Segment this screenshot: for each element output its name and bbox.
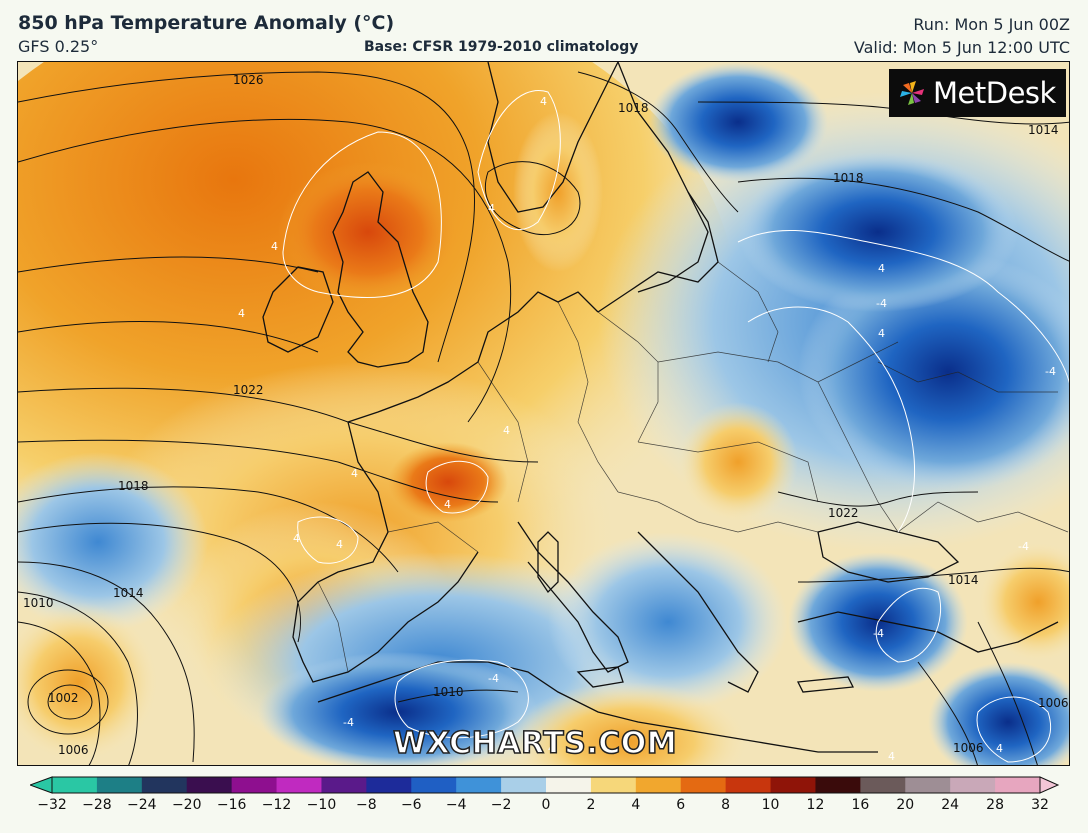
colorbar-segment [860,777,906,793]
isobar-label: 1014 [1028,123,1059,137]
metdesk-logo: MetDesk [889,69,1066,117]
chart-title: 850 hPa Temperature Anomaly (°C) [18,12,395,34]
anomaly-label: 4 [238,307,245,320]
colorbar-tick-label: −28 [82,797,112,813]
colorbar-arrow-right [1039,776,1060,794]
colorbar-tick-label: 12 [806,797,825,813]
isobar-label: 1006 [58,743,89,757]
colorbar-tick-label: −32 [37,797,67,813]
colorbar-tick-label: −10 [306,797,337,813]
isobar-label: 1018 [118,479,149,493]
colorbar-tick-label: −8 [356,797,377,813]
anomaly-contours [282,90,1069,763]
colorbar-segment [590,777,637,793]
colorbar-segment [680,777,727,793]
anomaly-label: 4 [351,467,358,480]
anomaly-label: 4 [878,262,885,275]
colorbar-segment [276,777,322,793]
isobar-label: 1022 [233,383,264,397]
anomaly-label: 4 [996,742,1003,755]
watermark: WXCHARTS.COM [392,725,678,762]
colorbar-segment [366,777,412,793]
isobar-label: 1014 [113,586,144,600]
anomaly-label: 4 [888,750,895,763]
isobar-label: 1002 [48,691,79,705]
anomaly-label: 4 [548,742,555,755]
colorbar-tick-label: −24 [127,797,157,813]
isobar-label: 1018 [833,171,864,185]
colorbar-segment [770,777,816,793]
isobar-labels: 1026 1018 1014 1018 1022 1018 1014 1010 … [23,73,1069,757]
color-scale-bar [30,776,1060,794]
colorbar-tick-label: 8 [721,797,731,813]
colorbar-segment [186,777,233,793]
isobar-label: 1006 [1038,696,1069,710]
climatology-base: Base: CFSR 1979-2010 climatology [364,39,639,55]
anomaly-label: -4 [488,672,499,685]
anomaly-label: -4 [1018,540,1029,553]
colorbar-segment [501,777,547,793]
isobar-label: 1010 [433,685,464,699]
run-time: Run: Mon 5 Jun 00Z [913,15,1070,34]
colorbar-arrow-left [30,776,53,794]
colorbar-tick-label: 0 [541,797,551,813]
colorbar-segment [321,777,367,793]
anomaly-label: 4 [503,424,510,437]
colorbar-segment [546,777,592,793]
anomaly-labels: 4 4 4 4 4 4 4 4 4 4 -4 -4 -4 4 4 -4 4 4 … [238,95,1056,763]
anomaly-label: -4 [1045,365,1056,378]
isobar-label: 1006 [953,741,984,755]
colorbar-tick-label: −2 [490,797,512,813]
colorbar-segment [96,777,143,793]
colorbar-tick-label: 10 [761,797,780,813]
isobar-label: 1022 [828,506,859,520]
pinwheel-icon [900,81,924,105]
colorbar-tick-label: 16 [851,797,870,813]
anomaly-label: 4 [540,95,547,108]
isobar-label: 1010 [23,596,54,610]
isobar-label: 1018 [618,101,649,115]
colorbar-tick-label: 6 [676,797,686,813]
colorbar-tick-label: 32 [1031,797,1049,813]
colorbar-segment [141,777,188,793]
colorbar-segment [995,777,1041,793]
colorbar-segment [635,777,682,793]
colorbar-tick-label: −12 [261,797,292,813]
colorbar-tick-label: 20 [896,797,915,813]
colorbar-tick-label: −6 [400,797,422,813]
isobar-label: 1014 [948,573,979,587]
anomaly-map[interactable]: 1026 1018 1014 1018 1022 1018 1014 1010 … [17,61,1070,766]
isobars [18,71,1069,765]
colorbar-segment [950,777,996,793]
map-canvas: 1026 1018 1014 1018 1022 1018 1014 1010 … [18,62,1069,765]
anomaly-label: 4 [271,240,278,253]
colorbar-tick-label: 28 [986,797,1004,813]
coastlines [262,62,1059,753]
colorbar-segment [52,777,98,793]
colorbar-tick-label: 2 [586,797,596,813]
colorbar-segment [905,777,951,793]
colorbar-segment [411,777,457,793]
anomaly-label: 4 [444,498,451,511]
valid-time: Valid: Mon 5 Jun 12:00 UTC [853,38,1070,57]
anomaly-label: -4 [876,297,887,310]
isobar-label: 1026 [233,73,264,87]
anomaly-label: 4 [878,327,885,340]
anomaly-label: 4 [488,202,495,215]
colorbar-segment [456,777,502,793]
colorbar-tick-label: −4 [445,797,467,813]
anomaly-label: 4 [293,532,300,545]
logo-text: MetDesk [933,76,1056,110]
colorbar-tick-label: −16 [216,797,247,813]
anomaly-label: -4 [343,716,354,729]
colorbar-segment [231,777,278,793]
anomaly-label: 4 [336,538,343,551]
model-name: GFS 0.25° [18,37,99,56]
colorbar-segment [725,777,772,793]
colorbar-tick-label: 24 [941,797,960,813]
colorbar-tick-label: −20 [171,797,202,813]
anomaly-label: -4 [873,627,884,640]
colorbar-segment [815,777,861,793]
colorbar-tick-label: 4 [631,797,641,813]
